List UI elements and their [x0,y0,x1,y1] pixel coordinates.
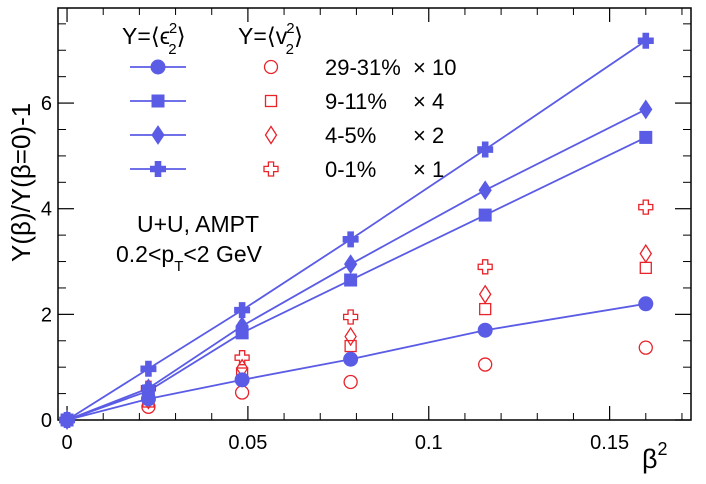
v2-point-0-1% [477,259,493,275]
v2-point-29-31% [343,374,358,390]
x-tick-label: 0.15 [590,432,629,454]
eps2-point-0-1% [234,302,251,319]
legend-v-marker-29-31% [263,59,279,75]
eps2-point-4-5% [344,254,358,275]
eps2-point-9-11% [344,273,358,287]
legend-factor-4-5%: × 2 [413,123,444,148]
legend-eps-marker-0-1% [150,161,166,177]
eps2-point-4-5% [235,316,249,336]
legend-header-eps-close: ⟩ [177,23,186,49]
eps2-point-9-11% [478,208,492,222]
v2-point-29-31% [234,385,250,400]
annotation-sub: T [174,258,183,275]
v2-point-0-1% [638,199,654,215]
legend-header-v-close: ⟩ [294,23,303,49]
legend-header-v-base: Y=⟨v [238,23,288,49]
axis-ticks: 0 0.05 0.1 0.15 0 2 4 6 [41,8,691,454]
eps2-point-29-31% [343,351,359,367]
legend: 29-31% × 10 9-11% × 4 4-5% × 2 0-1% × 1 [130,55,456,182]
legend-factor-0-1%: × 1 [413,157,444,182]
legend-label-9-11%: 9-11% [325,89,387,114]
v2-point-0-1% [342,309,359,325]
eps2-point-0-1% [140,360,157,377]
eps2-point-9-11% [639,130,653,144]
legend-header-eps: Y=⟨ϵ2 2⟩ [122,20,186,58]
legend-header-eps-base: Y=⟨ϵ [122,23,170,49]
v2-point-9-11% [479,302,492,316]
v2-point-4-5% [344,326,357,347]
v2-point-4-5% [639,243,653,264]
legend-label-4-5%: 4-5% [325,123,376,148]
x-tick-label: 0.05 [228,432,267,454]
eps2-point-29-31% [234,372,250,388]
legend-header-v: Y=⟨v2 2⟩ [238,20,303,58]
eps2-line-4-5% [66,108,647,421]
legend-header-v-sub: 2 [286,41,294,58]
legend-header-eps-sub: 2 [168,41,176,58]
legend-factor-9-11%: × 4 [413,89,444,114]
legend-header-eps-sup: 2 [169,20,177,37]
eps2-point-0-1% [477,141,494,158]
annotation-pre: 0.2<p [116,241,174,267]
eps2-point-0-1% [342,231,359,248]
legend-v-marker-4-5% [264,125,278,145]
eps2-line-9-11% [66,136,647,421]
legend-v-marker-9-11% [264,94,278,108]
eps2-point-29-31% [477,322,493,338]
legend-label-0-1%: 0-1% [325,157,376,182]
v2-point-0-1% [234,350,250,366]
legend-header-v-sup: 2 [286,20,294,37]
eps2-line-29-31% [66,302,646,421]
eps2-point-0-1% [59,412,76,428]
y-tick-label: 0 [41,410,52,432]
legend-eps-marker-4-5% [151,125,165,145]
eps2-point-4-5% [478,180,492,201]
eps2-point-0-1% [637,32,654,49]
y-axis-label: Y(β)/Y(β=0)-1 [6,103,36,262]
legend-eps-marker-29-31% [150,59,166,75]
eps2-point-4-5% [141,378,156,399]
series-lines [66,40,647,421]
eps2-point-4-5% [639,99,653,120]
annotation-post: <2 GeV [183,241,262,267]
legend-v-marker-0-1% [263,161,279,177]
plot-frame [57,7,692,421]
annotation-line1: U+U, AMPT [137,211,259,237]
v2-point-9-11% [344,339,357,353]
eps2-markers [59,32,654,430]
v2-point-29-31% [638,340,653,355]
v2-point-4-5% [478,284,492,304]
eps2-line-0-1% [66,40,647,421]
v2-point-9-11% [639,261,652,275]
annotation-line2: 0.2<pT<2 GeV [116,241,263,275]
y-tick-label: 4 [41,199,52,221]
axes [57,7,692,421]
y-tick-label: 6 [41,93,52,115]
v2-point-29-31% [478,357,493,372]
legend-factor-29-31%: × 10 [413,55,456,80]
eps2-point-29-31% [638,296,654,312]
legend-label-29-31%: 29-31% [325,55,401,80]
y-tick-label: 2 [41,304,52,326]
x-axis-label-sup: 2 [658,439,668,459]
legend-eps-marker-9-11% [151,94,165,108]
x-tick-label: 0.1 [415,432,443,454]
x-axis-label-base: β [642,444,658,474]
x-tick-label: 0 [61,432,72,454]
x-axis-label: β2 [642,439,668,474]
